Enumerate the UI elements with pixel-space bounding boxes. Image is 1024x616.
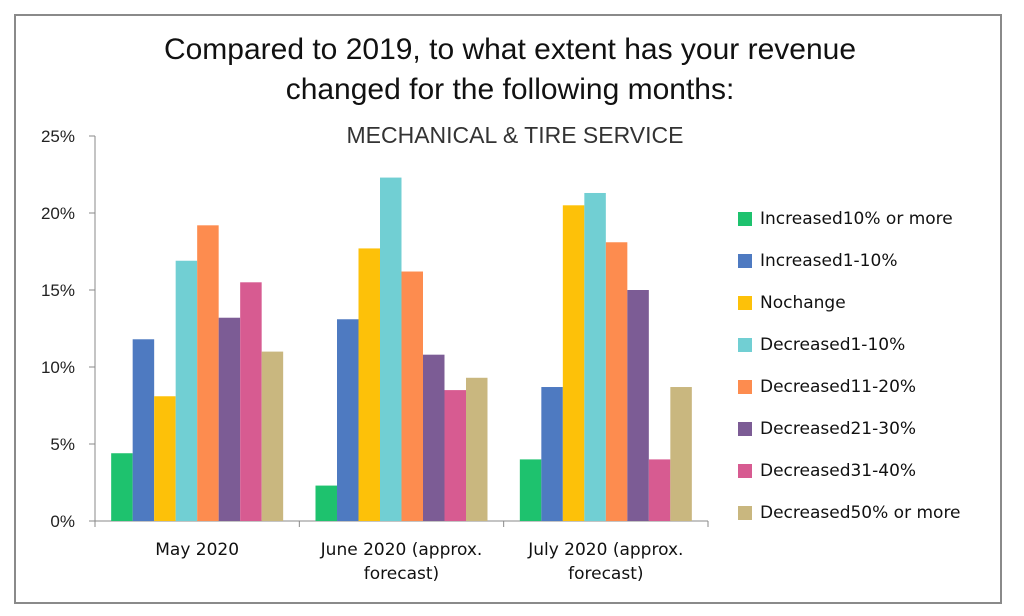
bar <box>627 290 649 521</box>
y-tick-label: 0% <box>50 512 75 531</box>
legend-label: Decreased31-40% <box>760 461 917 481</box>
y-tick-label: 20% <box>41 204 75 223</box>
chart-title: Compared to 2019, to what extent has you… <box>100 30 920 110</box>
legend-swatch <box>738 338 752 352</box>
legend-item: Decreased21-30% <box>738 408 961 450</box>
chart-title-line-2: changed for the following months: <box>285 73 735 106</box>
legend-swatch <box>738 422 752 436</box>
bar <box>197 225 219 521</box>
bar <box>401 271 423 521</box>
bar <box>132 339 155 521</box>
bar <box>584 192 606 522</box>
x-category-label: June 2020 (approx. forecast) <box>320 540 483 584</box>
bar <box>175 260 198 521</box>
legend-label: Decreased11-20% <box>760 377 917 397</box>
y-tick-label: 15% <box>41 281 75 300</box>
bar <box>541 387 563 521</box>
bar <box>466 377 488 521</box>
bar <box>154 396 176 521</box>
legend-item: Decreased31-40% <box>738 450 961 492</box>
x-category-label-line: May 2020 <box>155 540 239 560</box>
bar <box>218 317 241 521</box>
chart-subtitle: MECHANICAL & TIRE SERVICE <box>346 122 684 148</box>
bar <box>315 485 337 521</box>
bar <box>380 177 402 521</box>
legend-swatch <box>738 254 752 268</box>
x-category-label-line: June 2020 (approx. <box>320 540 483 560</box>
x-category-label-line: forecast) <box>568 564 643 584</box>
bar <box>519 459 542 521</box>
legend-item: Decreased11-20% <box>738 366 961 408</box>
chart-title-line-1: Compared to 2019, to what extent has you… <box>163 33 857 66</box>
legend-label: Increased1-10% <box>760 251 898 271</box>
bar <box>562 205 585 522</box>
legend-label: Decreased21-30% <box>760 419 917 439</box>
bar <box>648 459 671 521</box>
legend-label: Decreased50% or more <box>760 503 961 523</box>
bar <box>605 242 628 521</box>
legend-swatch <box>738 296 752 310</box>
legend-swatch <box>738 212 752 226</box>
legend-item: Increased10% or more <box>738 198 961 240</box>
x-category-label: May 2020 <box>155 540 239 560</box>
legend-item: Increased1-10% <box>738 240 961 282</box>
bar <box>337 319 359 521</box>
legend-label: Increased10% or more <box>760 209 953 229</box>
bar <box>111 453 133 521</box>
x-category-label: July 2020 (approx. forecast) <box>527 540 683 584</box>
legend-swatch <box>738 380 752 394</box>
legend: Increased10% or more Increased1-10% Nochan… <box>738 198 961 534</box>
bar <box>261 351 284 521</box>
legend-item: Decreased1-10% <box>738 324 961 366</box>
y-tick-label: 25% <box>41 127 75 146</box>
legend-item: Nochange <box>738 282 961 324</box>
x-category-label-line: July 2020 (approx. <box>527 540 683 560</box>
bar <box>423 354 445 521</box>
bar <box>670 387 692 521</box>
bar <box>444 390 466 521</box>
legend-label: Nochange <box>760 293 846 313</box>
y-tick-label: 5% <box>50 435 75 454</box>
legend-swatch <box>738 506 752 520</box>
bar <box>358 248 380 522</box>
y-tick-label: 10% <box>41 358 75 377</box>
legend-item: Decreased50% or more <box>738 492 961 534</box>
bar <box>240 282 262 521</box>
legend-swatch <box>738 464 752 478</box>
x-category-label-line: forecast) <box>364 564 439 584</box>
legend-label: Decreased1-10% <box>760 335 906 355</box>
